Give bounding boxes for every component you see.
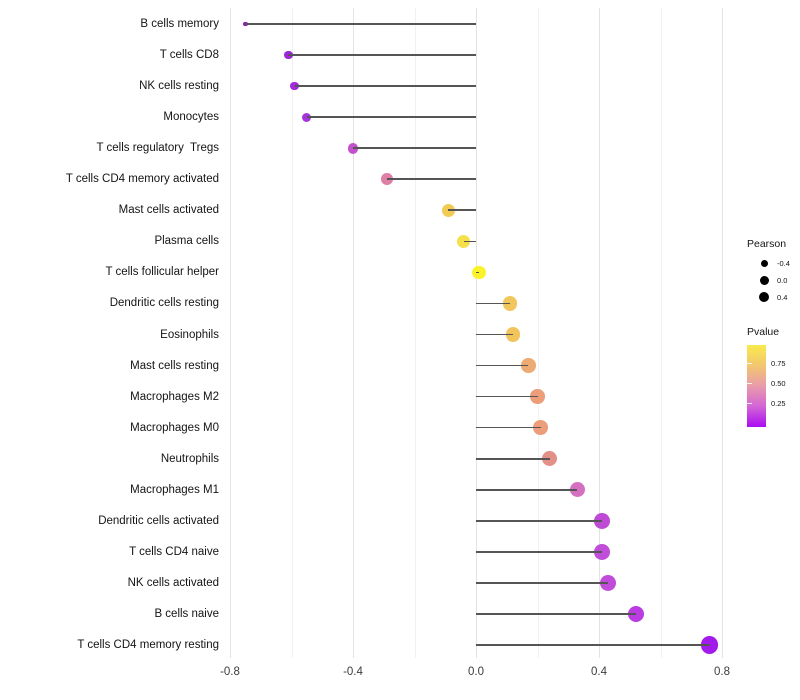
legend-pearson-dot (758, 291, 770, 303)
x-axis-tick-label: 0.4 (591, 666, 607, 678)
pvalue-gradient-bar (747, 345, 766, 427)
y-axis-label: Neutrophils (160, 452, 219, 465)
gridline-major (599, 8, 600, 658)
pvalue-gradient-tick (747, 363, 752, 364)
y-axis-label: Dendritic cells activated (98, 514, 219, 527)
y-axis-label: Mast cells activated (118, 204, 219, 217)
lollipop-stem (476, 551, 603, 553)
pvalue-gradient-tick-label: 0.25 (771, 398, 786, 408)
y-axis-label: Plasma cells (154, 235, 219, 248)
pvalue-gradient-tick-label: 0.50 (771, 378, 786, 388)
lollipop-stem (476, 302, 510, 305)
legend-pearson-dot (759, 275, 769, 285)
y-axis-label: Monocytes (163, 111, 219, 124)
x-axis-tick-label: 0.0 (468, 666, 484, 678)
y-axis-label: Eosinophils (160, 328, 219, 341)
lollipop-stem (476, 457, 550, 460)
lollipop-stem (463, 240, 476, 243)
data-point (533, 420, 548, 436)
lollipop-stem (476, 488, 578, 491)
gridline-minor (414, 8, 416, 658)
lollipop-stem (476, 426, 541, 429)
gridline-major (353, 8, 354, 658)
data-point (502, 296, 517, 311)
gridline-major (476, 8, 477, 658)
legend-pvalue-title: Pvalue (747, 326, 780, 338)
lollipop-stem (353, 147, 476, 150)
y-axis-label: T cells CD4 memory resting (77, 639, 219, 651)
y-axis-label: NK cells activated (127, 576, 219, 589)
y-axis-label: Macrophages M1 (130, 483, 219, 496)
data-point (347, 142, 359, 154)
legend-pearson-dot-label: 0.0 (777, 275, 788, 285)
legend-pearson-title: Pearson (747, 238, 787, 250)
y-axis-label: B cells naive (154, 607, 219, 620)
lollipop-stem (448, 209, 476, 212)
lollipop-stem (476, 613, 636, 615)
lollipop-stem (476, 519, 603, 522)
data-point (284, 50, 293, 60)
data-point (243, 21, 248, 27)
plot-panel (225, 8, 739, 658)
gridline-minor (660, 8, 662, 658)
y-axis-label: Macrophages M2 (130, 390, 219, 403)
gridline-minor (537, 8, 539, 658)
y-axis-label: T cells CD4 memory activated (65, 173, 219, 186)
y-axis-label: Mast cells resting (130, 359, 219, 372)
y-axis-label: Dendritic cells resting (109, 297, 219, 310)
lollipop-stem (306, 116, 476, 118)
lollipop-stem (476, 395, 538, 398)
lollipop-stem (294, 85, 476, 87)
pvalue-gradient-tick (747, 403, 752, 404)
y-axis-label: NK cells resting (139, 80, 219, 93)
y-axis-label: B cells memory (140, 18, 219, 30)
data-point (594, 543, 610, 560)
data-point (700, 636, 719, 654)
pvalue-gradient-tick (747, 383, 752, 384)
x-axis-tick-label: -0.8 (220, 666, 240, 678)
data-point (627, 605, 645, 623)
lollipop-stem (245, 23, 476, 25)
lollipop-stem (476, 644, 710, 646)
legend-pearson-dot-label: 0.4 (777, 292, 788, 302)
legend-pearson-dot (760, 259, 768, 267)
pvalue-gradient-tick-label: 0.75 (771, 358, 786, 368)
data-point (520, 358, 536, 373)
lollipop-stem (288, 54, 476, 56)
data-point (302, 112, 312, 122)
y-axis-label: T cells regulatory Tregs (96, 142, 219, 155)
lollipop-stem (386, 178, 476, 181)
y-axis-label: Macrophages M0 (130, 421, 219, 434)
y-axis-label: T cells CD4 naive (129, 545, 219, 558)
gridline-minor (291, 8, 293, 658)
gridline-major (722, 8, 723, 658)
x-axis-tick-label: -0.4 (343, 666, 363, 678)
x-axis-tick-label: 0.8 (714, 666, 730, 678)
y-axis-label: T cells follicular helper (105, 266, 219, 279)
lollipop-stem (476, 333, 513, 336)
gridline-major (230, 8, 231, 658)
lollipop-stem (476, 364, 529, 367)
legend-pearson-dot-label: -0.4 (777, 258, 790, 268)
lollipop-stem (476, 271, 480, 274)
data-point (594, 512, 610, 529)
lollipop-stem (476, 582, 609, 584)
y-axis-label: T cells CD8 (159, 49, 219, 62)
